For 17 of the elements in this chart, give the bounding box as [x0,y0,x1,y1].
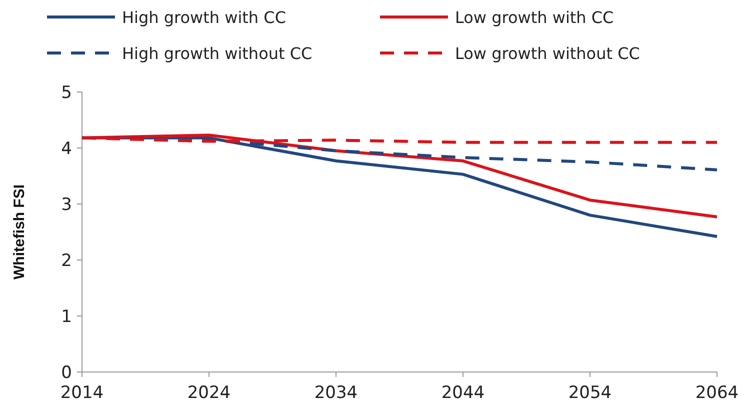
y-tick-label: 1 [61,306,72,327]
y-tick-label: 3 [61,194,72,215]
legend-label: Low growth with CC [455,8,614,27]
x-tick-label: 2044 [441,383,485,403]
y-tick-label: 5 [61,82,72,103]
legend-label: High growth without CC [122,44,312,63]
x-tick-label: 2064 [695,383,739,403]
y-tick-label: 4 [61,138,72,159]
y-tick-label: 2 [61,250,72,271]
x-tick-label: 2054 [568,383,612,403]
x-tick-label: 2024 [187,383,231,403]
y-axis-title: Whitefish FSI [11,184,28,280]
legend-label: High growth with CC [122,8,286,27]
x-tick-label: 2014 [60,383,104,403]
legend-label: Low growth without CC [455,44,640,63]
y-tick-label: 0 [61,362,72,383]
x-tick-label: 2034 [314,383,358,403]
